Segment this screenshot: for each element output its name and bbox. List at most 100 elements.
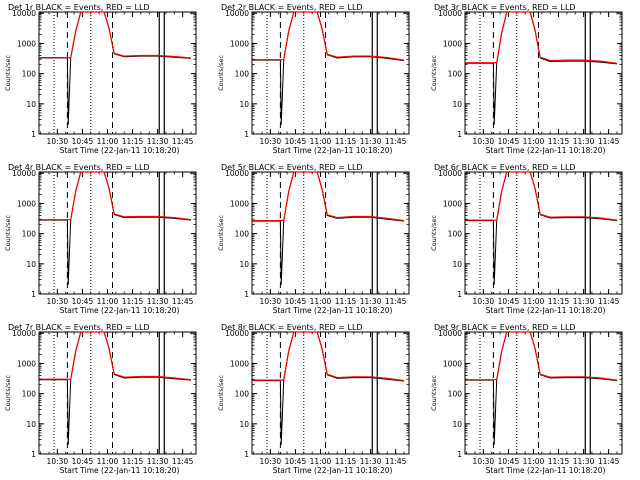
x-tick-label: 10:30 [260, 137, 282, 146]
x-tick-label: 11:00 [97, 297, 119, 306]
panel-title: Det 7r BLACK = Events, RED = LLD [8, 323, 150, 332]
x-tick-label: 10:30 [260, 297, 282, 306]
x-tick-label: 11:15 [122, 297, 144, 306]
x-tick-label: 11:30 [573, 457, 595, 466]
y-axis-label: Counts/sec [4, 215, 12, 251]
y-tick-label: 100 [448, 70, 463, 79]
x-axis-label: Start Time (22-Jan-11 10:18:20) [486, 306, 606, 315]
x-tick-label: 11:45 [385, 457, 407, 466]
y-tick-label: 100 [448, 390, 463, 399]
y-tick-label: 1000 [17, 359, 36, 368]
x-tick-label: 11:00 [523, 457, 545, 466]
x-tick-label: 10:30 [47, 457, 69, 466]
x-tick-label: 11:45 [172, 297, 194, 306]
x-tick-label: 11:30 [147, 137, 169, 146]
x-tick-label: 11:00 [523, 137, 545, 146]
y-tick-label: 100 [448, 230, 463, 239]
y-tick-label: 1000 [230, 359, 249, 368]
series-line-lld [39, 331, 192, 381]
chart-panel: 1 10 100 1000 10000 10:30 10:45 11:00 11:15 11:30… [430, 3, 623, 155]
x-tick-label: 11:30 [360, 297, 382, 306]
y-tick-label: 10 [452, 260, 462, 269]
y-axis-label: Counts/sec [217, 375, 225, 411]
y-tick-label: 10000 [225, 9, 249, 18]
y-tick-label: 1000 [17, 199, 36, 208]
y-tick-label: 1000 [230, 199, 249, 208]
y-tick-label: 1 [244, 290, 249, 299]
y-tick-label: 10 [452, 420, 462, 429]
series-line-events [39, 171, 192, 285]
chart-panel: 1 10 100 1000 10000 10:30 10:45 11:00 11:15 11:30… [217, 3, 410, 155]
x-tick-label: 11:45 [172, 457, 194, 466]
x-tick-label: 11:45 [598, 297, 620, 306]
x-axis-label: Start Time (22-Jan-11 10:18:20) [486, 466, 606, 475]
chart-panel: 1 10 100 1000 10000 10:30 10:45 11:00 11:15 11:30… [4, 163, 197, 315]
panel-title: Det 5r BLACK = Events, RED = LLD [221, 163, 363, 172]
series-line-events [465, 171, 618, 285]
x-tick-label: 11:45 [385, 137, 407, 146]
y-tick-label: 10000 [438, 9, 462, 18]
y-tick-label: 10000 [225, 329, 249, 338]
x-tick-label: 10:45 [285, 297, 307, 306]
x-tick-label: 10:30 [47, 137, 69, 146]
plot-frame [464, 331, 623, 455]
series-line-lld [465, 331, 618, 381]
y-tick-label: 10000 [225, 169, 249, 178]
panel-title: Det 4r BLACK = Events, RED = LLD [8, 163, 150, 172]
x-tick-label: 10:45 [498, 457, 520, 466]
x-tick-label: 11:15 [548, 457, 570, 466]
y-tick-label: 100 [22, 70, 37, 79]
plot-frame [464, 171, 623, 295]
x-axis-label: Start Time (22-Jan-11 10:18:20) [273, 466, 393, 475]
x-axis-label: Start Time (22-Jan-11 10:18:20) [60, 306, 180, 315]
y-axis-label: Counts/sec [430, 375, 438, 411]
y-tick-label: 10 [239, 100, 249, 109]
x-tick-label: 11:45 [598, 457, 620, 466]
y-tick-label: 10000 [438, 169, 462, 178]
y-axis-label: Counts/sec [217, 55, 225, 91]
x-tick-label: 11:30 [360, 137, 382, 146]
x-tick-label: 10:30 [473, 297, 495, 306]
plot-frame [38, 171, 197, 295]
panel-title: Det 3r BLACK = Events, RED = LLD [434, 3, 576, 12]
x-tick-label: 11:15 [335, 137, 357, 146]
x-tick-label: 11:00 [310, 137, 332, 146]
series-line-lld [39, 171, 192, 221]
series-line-events [252, 11, 405, 125]
x-tick-label: 10:45 [72, 297, 94, 306]
series-line-events [465, 11, 618, 125]
x-tick-label: 11:30 [573, 137, 595, 146]
series-line-events [252, 171, 405, 285]
x-tick-label: 11:45 [172, 137, 194, 146]
y-tick-label: 100 [235, 230, 250, 239]
y-tick-label: 10 [239, 260, 249, 269]
x-tick-label: 11:00 [310, 457, 332, 466]
panel-title: Det 1r BLACK = Events, RED = LLD [8, 3, 150, 12]
x-tick-label: 11:45 [598, 137, 620, 146]
x-tick-label: 11:15 [548, 137, 570, 146]
x-tick-label: 10:45 [285, 457, 307, 466]
chart-panel: 1 10 100 1000 10000 10:30 10:45 11:00 11:15 11:30… [430, 323, 623, 475]
chart-panel: 1 10 100 1000 10000 10:30 10:45 11:00 11:15 11:30… [430, 163, 623, 315]
x-tick-label: 11:15 [548, 297, 570, 306]
chart-panel: 1 10 100 1000 10000 10:30 10:45 11:00 11:15 11:30… [4, 323, 197, 475]
y-axis-label: Counts/sec [430, 55, 438, 91]
x-tick-label: 10:30 [260, 457, 282, 466]
series-line-lld [252, 171, 405, 222]
y-tick-label: 10000 [12, 9, 36, 18]
x-tick-label: 11:30 [147, 457, 169, 466]
series-line-lld [39, 11, 192, 59]
x-tick-label: 11:00 [523, 297, 545, 306]
y-tick-label: 1000 [230, 39, 249, 48]
y-tick-label: 1000 [443, 39, 462, 48]
plot-frame [38, 11, 197, 135]
y-tick-label: 10 [452, 100, 462, 109]
y-tick-label: 100 [235, 390, 250, 399]
panel-title: Det 9r BLACK = Events, RED = LLD [434, 323, 576, 332]
panel-title: Det 8r BLACK = Events, RED = LLD [221, 323, 363, 332]
chart-panel: 1 10 100 1000 10000 10:30 10:45 11:00 11:15 11:30… [4, 3, 197, 155]
y-tick-label: 10 [26, 260, 36, 269]
y-tick-label: 100 [22, 390, 37, 399]
chart-panel: 1 10 100 1000 10000 10:30 10:45 11:00 11:15 11:30… [217, 323, 410, 475]
